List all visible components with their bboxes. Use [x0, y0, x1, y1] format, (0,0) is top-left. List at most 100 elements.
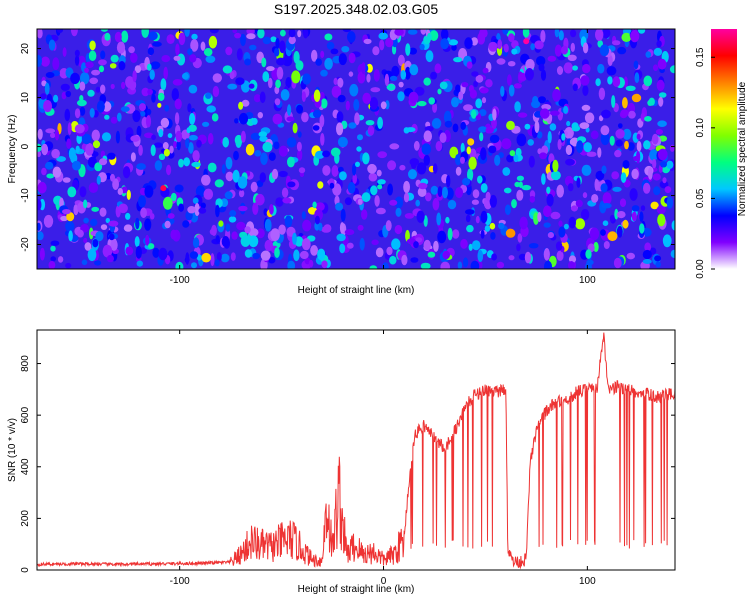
heatmap-cell	[630, 29, 640, 43]
heatmap-cell	[616, 225, 623, 238]
heatmap-cell	[266, 66, 275, 72]
heatmap-cell	[52, 166, 62, 178]
heatmap-cell	[391, 65, 400, 77]
heatmap-cell	[83, 237, 88, 244]
heatmap-cell	[160, 117, 170, 128]
heatmap-cell	[263, 208, 268, 216]
heatmap-cell	[391, 238, 401, 250]
heatmap-cell	[212, 85, 220, 98]
heatmap-cell	[333, 77, 338, 85]
heatmap-cell	[87, 89, 95, 97]
heatmap-cell	[338, 53, 347, 66]
heatmap-cell	[452, 123, 459, 133]
heatmap-cell	[602, 29, 611, 39]
heatmap-cell	[615, 129, 625, 139]
heatmap-cell	[485, 79, 493, 88]
heatmap-cell	[89, 77, 99, 85]
heatmap-cell	[100, 29, 108, 32]
heatmap-cell	[154, 160, 163, 171]
heatmap-cell	[601, 203, 612, 209]
heatmap-cell	[561, 133, 566, 141]
heatmap-cell	[544, 260, 552, 269]
heatmap-cell	[45, 161, 54, 170]
heatmap-cell	[183, 157, 190, 167]
heatmap-cell	[419, 43, 425, 51]
heatmap-cell	[436, 212, 442, 226]
heatmap-cell	[278, 170, 288, 178]
heatmap-cell	[633, 60, 639, 70]
heatmap-cell	[308, 259, 314, 268]
heatmap-frame	[36, 28, 676, 270]
heatmap-cell	[657, 213, 666, 227]
heatmap-cell	[593, 241, 599, 253]
heatmap-cell	[132, 110, 141, 123]
heatmap-cell	[389, 199, 398, 206]
heatmap-cell	[100, 84, 106, 94]
line-plot-frame	[36, 329, 676, 571]
y-tick-label: -20	[20, 237, 31, 252]
heatmap-cell	[110, 54, 119, 63]
heatmap-cell	[258, 131, 268, 138]
heatmap-cell	[125, 212, 131, 220]
heatmap-cell	[191, 262, 197, 269]
heatmap-cell	[586, 151, 597, 157]
heatmap-cell	[550, 211, 561, 220]
heatmap-cell	[502, 29, 509, 35]
heatmap-cell	[189, 54, 197, 63]
heatmap-cell	[638, 29, 646, 34]
heatmap-cell	[432, 198, 440, 211]
heatmap-cell	[37, 199, 42, 211]
heatmap-cell	[270, 228, 280, 242]
heatmap-cell	[439, 132, 447, 143]
heatmap-cell	[371, 239, 379, 246]
heatmap-cell	[74, 108, 81, 119]
heatmap-cell	[503, 187, 512, 194]
heatmap-cell	[599, 44, 610, 57]
heatmap-cell	[362, 152, 370, 165]
heatmap-cell	[320, 133, 325, 146]
heatmap-cell	[170, 229, 177, 240]
y-tick-label: 0	[20, 143, 31, 149]
heatmap-cell	[547, 55, 557, 62]
heatmap-cell	[130, 52, 138, 63]
heatmap-cell	[225, 223, 231, 232]
heatmap-cell	[170, 192, 177, 202]
x-tick-label: -100	[170, 275, 190, 286]
heatmap-cell	[340, 208, 346, 222]
heatmap-cell	[477, 175, 483, 184]
heatmap-cell	[166, 164, 172, 176]
heatmap-cell	[336, 233, 346, 242]
heatmap-cell	[546, 193, 554, 207]
heatmap-cell	[645, 51, 652, 58]
heatmap-cell	[531, 100, 541, 109]
heatmap-cell	[636, 141, 642, 152]
heatmap-cell	[310, 245, 318, 256]
heatmap-cell	[229, 210, 237, 217]
heatmap-cell	[321, 260, 328, 269]
heatmap-cell	[201, 174, 211, 186]
heatmap-cell	[87, 248, 97, 262]
heatmap-cell	[650, 201, 659, 210]
heatmap-cell	[547, 232, 555, 239]
heatmap-cell	[232, 169, 240, 183]
heatmap-cell	[575, 218, 586, 230]
heatmap-cell	[479, 87, 489, 94]
heatmap-cell	[595, 170, 605, 181]
heatmap-cell	[595, 78, 601, 87]
heatmap-cell	[178, 32, 186, 46]
heatmap-cell	[405, 127, 416, 133]
heatmap-cell	[40, 56, 50, 67]
heatmap-cell	[589, 227, 600, 241]
heatmap-cell	[117, 188, 124, 195]
heatmap-cell	[110, 116, 118, 124]
heatmap-cell	[631, 93, 642, 103]
heatmap-cell	[45, 72, 55, 78]
heatmap-cell	[517, 233, 523, 243]
heatmap-cell	[537, 212, 542, 222]
heatmap-cell	[397, 54, 405, 67]
heatmap-cell	[580, 209, 590, 221]
heatmap-cell	[600, 229, 606, 236]
heatmap-cell	[421, 143, 432, 155]
heatmap-cell	[57, 256, 64, 263]
heatmap-cell	[101, 132, 112, 142]
